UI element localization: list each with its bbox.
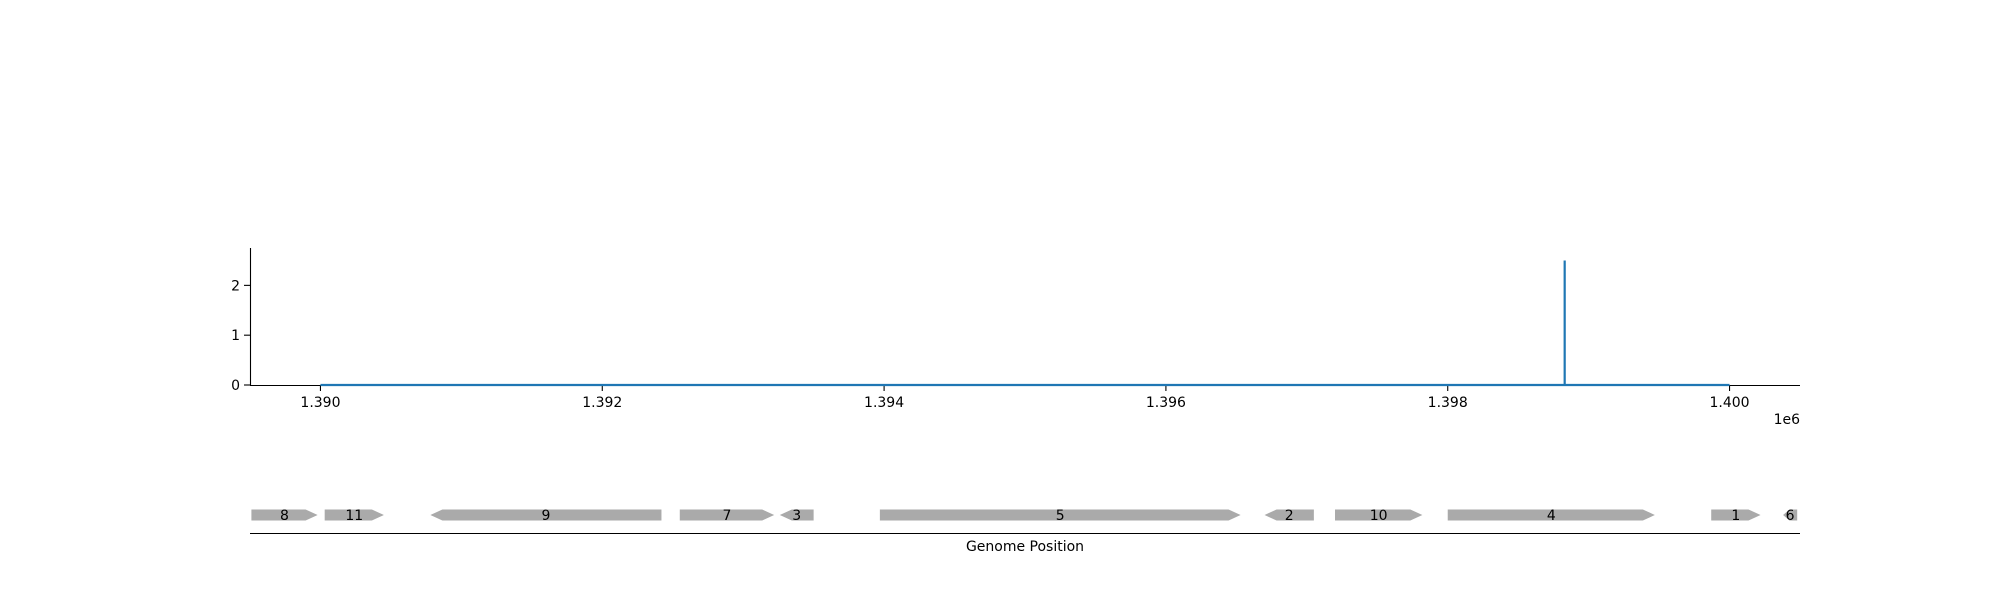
x-tick-label: 1.398 [1428, 395, 1468, 411]
y-tick-label: 1 [231, 328, 240, 344]
gene-feature [679, 509, 775, 521]
x-offset-label: 1e6 [1774, 412, 1801, 428]
gene-feature [879, 509, 1241, 521]
x-ticks: 1.390 1.392 1.394 1.396 1.398 1.400 [300, 385, 1750, 411]
gene-label: 10 [1370, 508, 1388, 524]
gene-feature [430, 509, 662, 521]
gene-label: 5 [1056, 508, 1065, 524]
x-tick-label: 1.400 [1709, 395, 1749, 411]
gene-label: 8 [280, 508, 289, 524]
gene-feature [1447, 509, 1655, 521]
x-tick-label: 1.392 [582, 395, 622, 411]
x-tick-label: 1.394 [864, 395, 904, 411]
gene-feature [1783, 509, 1798, 521]
gene-label: 7 [723, 508, 732, 524]
gene-feature [324, 509, 384, 521]
gene-feature [1711, 509, 1761, 521]
gene-label: 11 [345, 508, 363, 524]
gene-label: 1 [1731, 508, 1740, 524]
gene-label: 2 [1285, 508, 1294, 524]
gene-feature [779, 509, 814, 521]
gene-track: 8 11 9 7 3 5 2 10 4 1 6 Genome Position [250, 508, 1800, 555]
coverage-plot: 0 1 2 1.390 1.392 1.394 1.396 1.398 1.400 1e6 [231, 248, 1800, 428]
gene-label: 6 [1786, 508, 1795, 524]
x-axis-label: Genome Position [966, 539, 1084, 555]
gene-label: 4 [1547, 508, 1556, 524]
x-tick-label: 1.396 [1146, 395, 1186, 411]
gene-label: 9 [541, 508, 550, 524]
gene-feature [251, 509, 318, 521]
gene-features: 8 11 9 7 3 5 2 10 4 1 6 [251, 508, 1798, 524]
y-tick-label: 2 [231, 278, 240, 294]
y-ticks: 0 1 2 [231, 278, 250, 394]
gene-feature [1264, 509, 1314, 521]
x-tick-label: 1.390 [300, 395, 340, 411]
gene-label: 3 [792, 508, 801, 524]
y-tick-label: 0 [231, 378, 240, 394]
series-line [320, 260, 1730, 387]
gene-feature [1335, 509, 1423, 521]
